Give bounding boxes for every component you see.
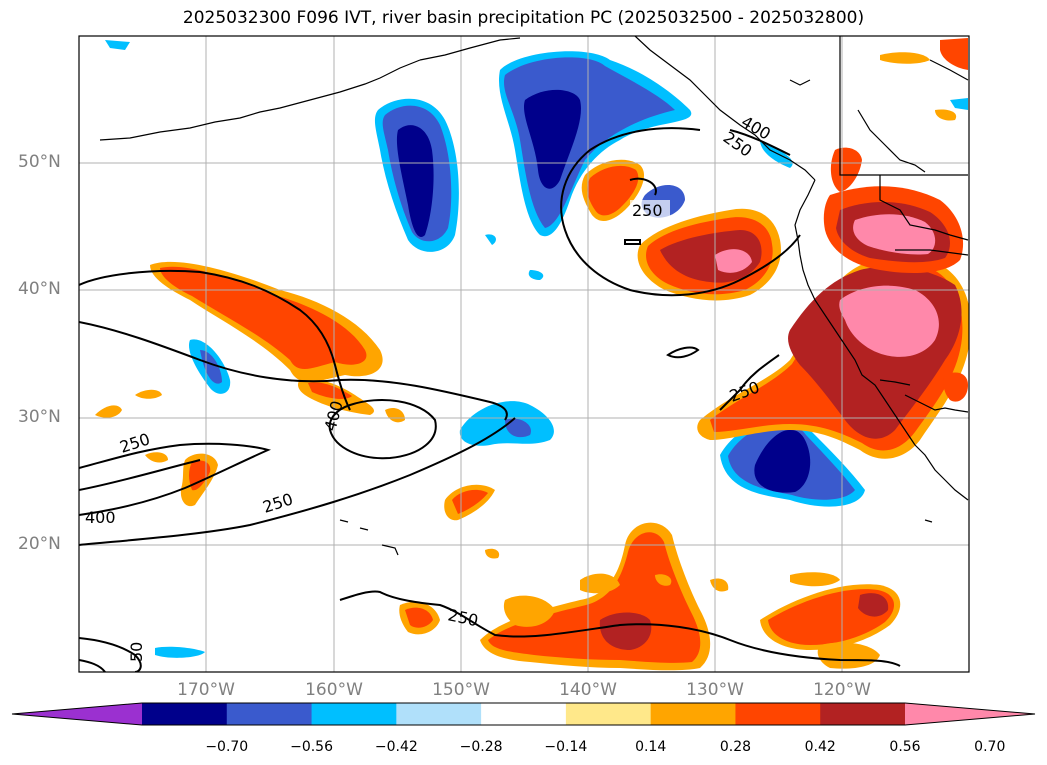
ivt-contours [79,127,901,672]
colorbar-tick-label: −0.42 [374,739,418,755]
lat-lon-grid [79,36,969,672]
precip-shading [95,38,969,671]
lon-label-150w: 150°W [432,680,490,700]
lon-label-160w: 160°W [305,680,363,700]
lon-label-140w: 140°W [559,680,617,700]
lat-label-20n: 20°N [18,534,61,554]
lon-label-130w: 130°W [686,680,744,700]
coastlines [99,36,969,556]
lat-label-40n: 40°N [18,279,61,299]
colorbar-tick-label: 0.28 [719,739,752,755]
colorbar-tick-label: −0.56 [290,739,333,755]
lon-label-120w: 120°W [813,680,871,700]
contour-label-250-a: 250 [632,201,663,220]
colorbar-tick-label: 0.56 [889,739,921,755]
colorbar-tick-label: 0.14 [635,739,667,755]
map-title: 2025032300 F096 IVT, river basin precipi… [182,8,865,28]
lat-label-50n: 50°N [18,152,61,172]
contour-label-50: 50 [127,642,146,662]
colorbar-tick-label: 0.42 [804,739,836,755]
map-frame [78,35,970,673]
lon-label-170w: 170°W [177,680,235,700]
colorbar-tick-label: −0.70 [205,739,249,755]
colorbar-tick-label: −0.28 [459,739,503,755]
contour-label-400-b: 400 [85,508,116,527]
colorbar-tick-label: 0.70 [974,739,1006,755]
lat-label-30n: 30°N [18,407,61,427]
colorbar-tick-label: −0.14 [544,739,588,755]
